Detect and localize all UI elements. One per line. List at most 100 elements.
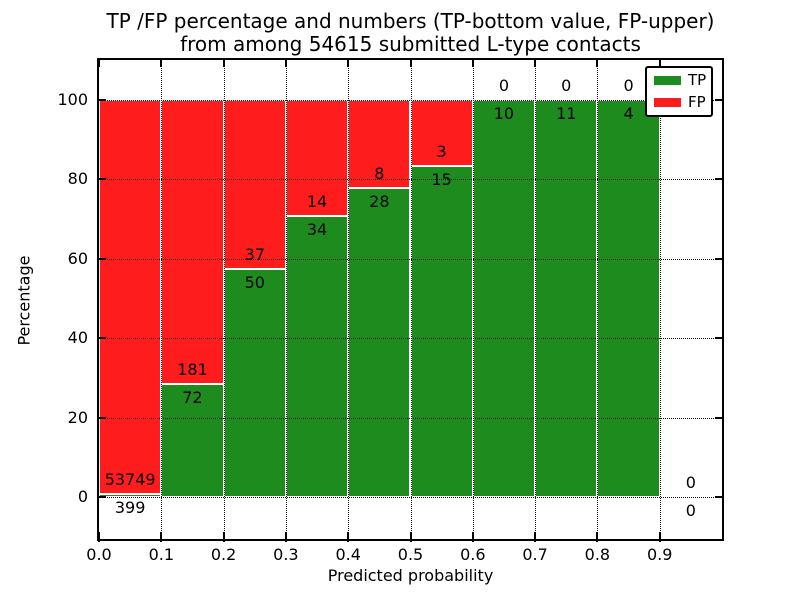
gridline-vertical (410, 60, 412, 539)
tick-mark-y-left (99, 496, 106, 499)
tick-mark-x-bottom (222, 532, 225, 539)
legend-swatch-fp-icon (654, 98, 681, 107)
gridline-vertical (161, 60, 163, 539)
x-tick-label: 0.0 (86, 545, 112, 564)
bar-value-label-fp: 181 (177, 360, 208, 380)
tick-mark-x-top (284, 60, 287, 67)
bar-segment-tp (535, 99, 598, 498)
x-tick-label: 0.8 (584, 545, 611, 564)
bar-value-label-fp: 0 (498, 75, 510, 95)
bar-segment-fp (161, 99, 224, 385)
tick-mark-x-bottom (596, 532, 599, 539)
x-tick-label: 0.6 (460, 545, 486, 564)
legend-item-fp: FP (654, 93, 706, 111)
bar-value-label-fp: 0 (561, 75, 572, 95)
x-tick-label: 0.2 (210, 545, 237, 564)
tick-mark-x-bottom (347, 532, 350, 539)
tick-mark-x-bottom-out (471, 537, 474, 542)
tick-mark-x-bottom-out (658, 537, 661, 542)
y-axis-label: Percentage (14, 255, 34, 346)
legend-label-fp: FP (688, 93, 706, 111)
bar-value-label-tp: 11 (556, 103, 577, 123)
gridline-vertical (659, 60, 661, 539)
tick-mark-y-left (99, 416, 106, 419)
gridline-vertical (597, 60, 599, 539)
bar-segment-tp (161, 384, 224, 498)
bar-value-label-tp: 34 (306, 219, 328, 239)
bar-value-label-fp: 0 (623, 75, 634, 95)
gridline-vertical (285, 60, 287, 539)
tick-mark-x-bottom (534, 532, 537, 539)
tick-mark-x-bottom (284, 532, 287, 539)
bar-segment-tp (223, 268, 286, 498)
tick-mark-x-top (596, 60, 599, 67)
y-tick-label: 80 (67, 169, 88, 189)
bar-segment-fp (223, 99, 286, 269)
tick-mark-x-top (658, 60, 661, 67)
bar-value-label-fp: 8 (374, 164, 385, 184)
tick-mark-x-top (471, 60, 474, 67)
tick-mark-x-top (160, 60, 163, 67)
tick-mark-x-top (222, 60, 225, 67)
tick-mark-y-right (715, 178, 722, 181)
tick-mark-y-left (99, 337, 106, 340)
tick-mark-x-top (534, 60, 537, 67)
legend-label-tp: TP (688, 71, 707, 89)
tick-mark-y-left (99, 257, 106, 260)
chart-title: TP /FP percentage and numbers (TP-bottom… (99, 10, 722, 56)
x-tick-label: 0.7 (522, 545, 548, 564)
gridline-vertical (348, 60, 350, 539)
tick-mark-x-bottom-out (284, 537, 287, 542)
gridline-vertical (223, 60, 225, 539)
bar-segment-fp (410, 99, 473, 166)
x-axis-label: Predicted probability (327, 566, 494, 585)
tick-mark-x-bottom (98, 532, 100, 539)
x-tick-label: 0.3 (273, 545, 299, 564)
gridline-vertical (472, 60, 474, 539)
bar-value-label-tp: 0 (685, 501, 696, 521)
bar-value-label-fp: 53749 (104, 470, 156, 490)
bar-value-label-tp: 399 (114, 498, 146, 518)
bar-value-label-fp: 37 (244, 244, 265, 264)
tick-mark-x-top (409, 60, 412, 67)
bar-segment-tp (99, 494, 162, 498)
y-tick-label: 60 (67, 248, 88, 268)
tick-mark-x-bottom-out (409, 537, 412, 542)
tick-mark-x-bottom-out (222, 537, 225, 542)
tick-mark-x-bottom (160, 532, 163, 539)
y-tick-label: 40 (67, 328, 88, 348)
x-tick-label: 0.5 (397, 545, 424, 564)
tick-mark-x-top (98, 60, 100, 67)
tick-mark-x-bottom-out (596, 537, 599, 542)
tick-mark-x-bottom (658, 532, 661, 539)
tick-mark-y-right (715, 337, 722, 340)
tick-mark-x-bottom (409, 532, 412, 539)
bar-value-label-tp: 15 (431, 170, 452, 189)
tick-mark-x-bottom-out (534, 537, 537, 542)
tick-mark-y-left (99, 178, 106, 181)
bar-segment-fp (348, 99, 411, 189)
gridline-vertical (535, 60, 537, 539)
chart-title-line1: TP /FP percentage and numbers (TP-bottom… (106, 9, 715, 33)
x-tick-label: 0.1 (148, 545, 175, 564)
bar-segment-tp (348, 188, 411, 498)
y-tick-label: 0 (77, 487, 88, 507)
bar-segment-fp (99, 99, 162, 495)
x-tick-label: 0.9 (646, 545, 673, 564)
chart-title-line2: from among 54615 submitted L-type contac… (180, 32, 641, 56)
bar-segment-tp (597, 99, 660, 498)
tick-mark-y-right (715, 257, 722, 260)
bar-value-label-fp: 14 (306, 191, 328, 211)
tick-mark-x-top (347, 60, 350, 67)
tick-mark-y-right (715, 98, 722, 101)
tick-mark-x-bottom-out (347, 537, 350, 542)
x-tick-label: 0.4 (335, 545, 361, 564)
tick-mark-x-bottom-out (98, 537, 100, 542)
tick-mark-x-bottom-out (160, 537, 163, 542)
bar-value-label-fp: 3 (436, 142, 447, 161)
bar-segment-tp (472, 99, 536, 498)
y-tick-label: 20 (67, 407, 88, 427)
legend-item-tp: TP (654, 71, 707, 89)
bar-value-label-tp: 28 (369, 192, 390, 212)
